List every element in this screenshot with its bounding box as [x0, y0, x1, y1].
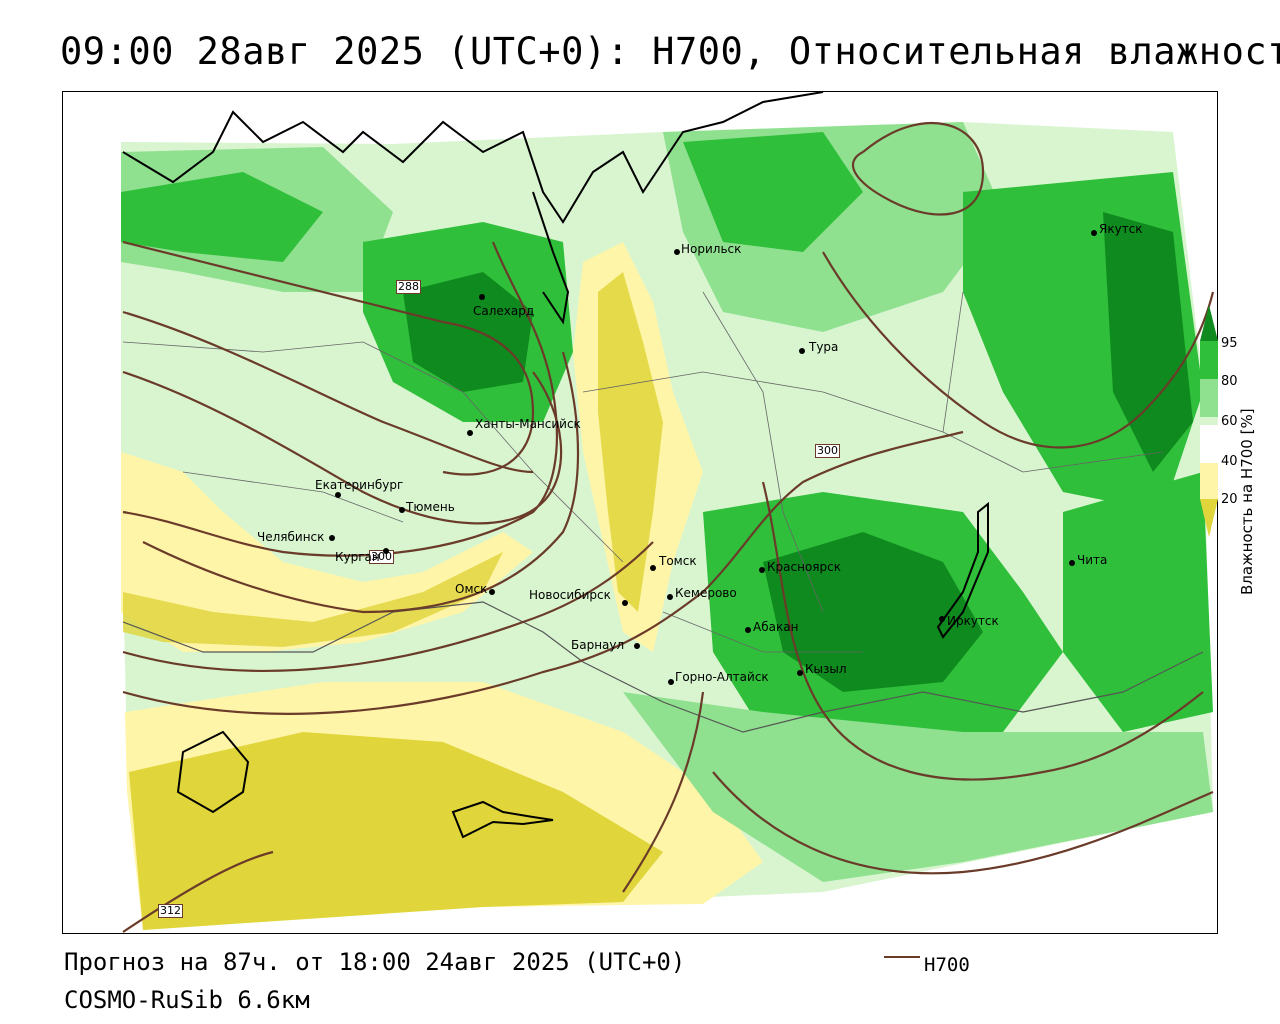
city-marker	[383, 548, 389, 554]
city-marker	[399, 507, 405, 513]
city-label[interactable]: Ханты-Мансийск	[475, 417, 581, 431]
city-marker	[467, 430, 473, 436]
model-name: COSMO-RuSib 6.6км	[64, 986, 310, 1014]
h700-contour-north	[822, 251, 1215, 449]
forecast-info: Прогноз на 87ч. от 18:00 24авг 2025 (UTC…	[64, 948, 686, 976]
colorbar-title: Влажность на H700 [%]	[1238, 408, 1256, 595]
city-marker	[335, 492, 341, 498]
admin-borders	[122, 291, 1164, 653]
map-title: 09:00 28авг 2025 (UTC+0): H700, Относите…	[60, 30, 1280, 73]
coastline-yamal	[532, 191, 570, 325]
contour-label: 300	[815, 444, 840, 458]
city-marker	[1091, 230, 1097, 236]
city-marker	[759, 567, 765, 573]
city-marker	[668, 679, 674, 685]
city-marker	[745, 627, 751, 633]
contour-label: 312	[158, 904, 183, 918]
city-label[interactable]: Якутск	[1099, 222, 1143, 236]
h700-legend-line	[884, 956, 920, 958]
humid-region-southeast	[1063, 472, 1213, 732]
h700-contour-288	[122, 240, 535, 476]
h700-contour-inner	[122, 310, 534, 474]
city-label[interactable]: Кемерово	[675, 586, 737, 600]
contour-label: 288	[396, 280, 421, 294]
h700-contour-southeast	[712, 771, 1214, 875]
humidity-colorbar	[1200, 305, 1218, 537]
lake-baikal	[936, 501, 989, 639]
h700-contour-ob	[122, 430, 964, 715]
very-humid-region-north-central	[683, 132, 863, 252]
h700-contour-300-central	[122, 541, 654, 672]
city-marker	[1069, 560, 1075, 566]
city-marker	[650, 565, 656, 571]
city-label[interactable]: Омск	[455, 582, 488, 596]
humid-region-south-belt	[623, 692, 1213, 882]
city-label[interactable]: Горно-Алтайск	[675, 670, 769, 684]
contour-label: 300	[369, 550, 394, 564]
city-label[interactable]: Курган	[335, 550, 380, 564]
h700-contour-far-south	[622, 691, 705, 893]
h700-legend-label: H700	[924, 954, 970, 976]
city-marker	[489, 589, 495, 595]
colorbar-tick: 80	[1221, 374, 1238, 389]
h700-contour-south	[142, 351, 580, 614]
very-humid-region-east	[1103, 212, 1193, 472]
h700-contour-312	[122, 850, 274, 933]
very-humid-region-nw	[121, 172, 323, 262]
very-dry-region-south	[129, 732, 663, 930]
colorbar-tick: 20	[1221, 492, 1238, 507]
city-marker	[799, 348, 805, 354]
city-label[interactable]: Кызыл	[805, 662, 847, 676]
city-marker	[479, 294, 485, 300]
city-label[interactable]: Екатеринбург	[315, 478, 404, 492]
city-marker	[667, 594, 673, 600]
city-marker	[939, 616, 945, 622]
city-label[interactable]: Новосибирск	[529, 588, 611, 602]
aral-sea	[176, 730, 250, 814]
city-label[interactable]: Тюмень	[406, 500, 455, 514]
h700-contour-mid	[122, 370, 563, 525]
city-label[interactable]: Иркутск	[947, 614, 999, 628]
humidity-map	[121, 92, 1215, 933]
city-label[interactable]: Абакан	[753, 620, 799, 634]
colorbar-tick: 40	[1221, 454, 1238, 469]
very-humid-region-west-siberia	[403, 272, 533, 392]
colorbar-tick: 95	[1221, 336, 1238, 351]
coastline-north	[122, 92, 824, 224]
h700-contour-300-west	[122, 241, 559, 557]
city-label[interactable]: Челябинск	[257, 530, 325, 544]
city-marker	[634, 643, 640, 649]
city-label[interactable]: Красноярск	[767, 560, 841, 574]
lake-balkhash	[451, 800, 554, 839]
city-label[interactable]: Тура	[809, 340, 839, 354]
country-border-south	[122, 601, 1204, 733]
h700-contour-loop-ne	[852, 122, 985, 216]
very-dry-tongue-ob	[598, 272, 663, 612]
h700-contours	[122, 122, 1215, 933]
city-label[interactable]: Томск	[659, 554, 697, 568]
city-label[interactable]: Норильск	[681, 242, 742, 256]
city-marker	[797, 670, 803, 676]
map-frame[interactable]: 288 300 300 312 Норильск Якутск Салехард…	[62, 91, 1218, 934]
colorbar-tick: 60	[1221, 414, 1238, 429]
h700-contour-east-loop	[761, 481, 1204, 781]
city-label[interactable]: Чита	[1077, 553, 1108, 567]
city-marker	[329, 535, 335, 541]
city-marker	[674, 249, 680, 255]
very-dry-band-ural	[123, 552, 503, 647]
city-label[interactable]: Барнаул	[571, 638, 625, 652]
city-label[interactable]: Салехард	[473, 304, 535, 318]
city-marker	[622, 600, 628, 606]
